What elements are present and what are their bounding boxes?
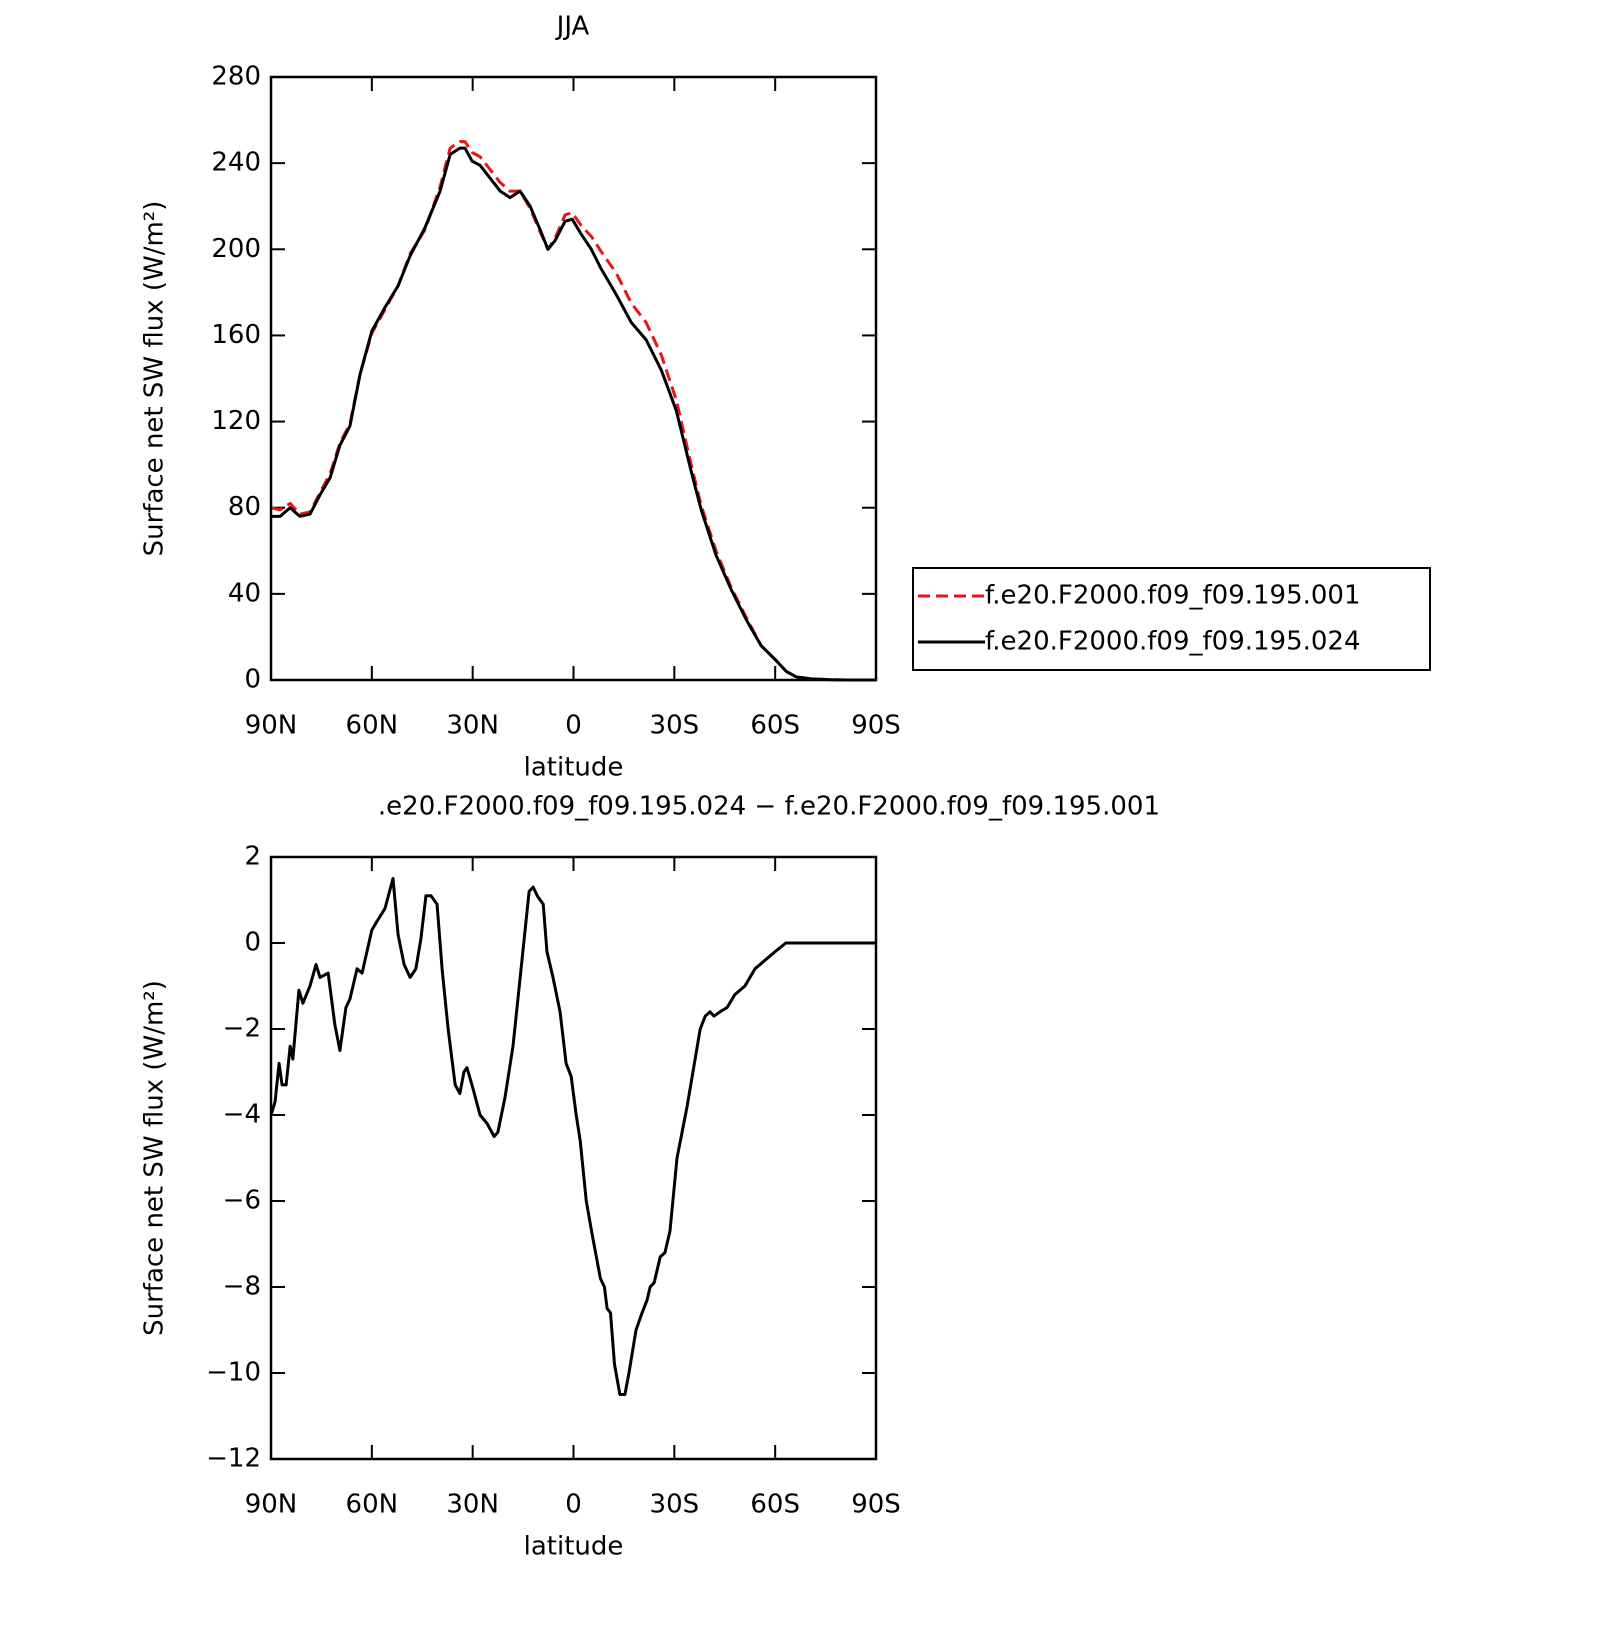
y-axis-label: Surface net SW flux (W/m²) [140,980,170,1336]
x-tick-label: 60S [750,1490,800,1520]
y-tick-label: −2 [223,1014,261,1044]
legend-box [912,567,1431,671]
y-tick-label: 2 [244,842,261,872]
x-tick-label: 0 [565,711,582,741]
x-tick-label: 90N [245,711,298,741]
chart-title: JJA [555,12,590,42]
x-tick-label: 0 [565,1490,582,1520]
x-tick-label: 90N [245,1490,298,1520]
y-tick-label: 200 [211,234,261,264]
data-line [271,146,876,682]
y-tick-label: −4 [223,1100,261,1130]
plot-frame [269,855,878,1461]
legend-label: f.e20.F2000.f09_f09.195.024 [985,627,1361,657]
y-tick-label: −10 [206,1358,261,1388]
y-tick-label: 0 [244,928,261,958]
x-tick-label: 30S [650,711,700,741]
x-tick-label: 30N [446,711,499,741]
x-tick-label: 60S [750,711,800,741]
y-tick-label: 160 [211,320,261,350]
y-tick-label: −8 [223,1272,261,1302]
x-tick-label: 30N [446,1490,499,1520]
chart-title: .e20.F2000.f09_f09.195.024 − f.e20.F2000… [378,792,1160,822]
y-tick-label: 120 [211,406,261,436]
x-axis-label: latitude [524,1532,624,1562]
x-tick-label: 90S [851,711,901,741]
x-tick-label: 30S [650,1490,700,1520]
x-axis-label: latitude [524,753,624,783]
x-tick-label: 60N [346,711,399,741]
y-tick-label: 80 [228,492,261,522]
data-line [269,877,876,1396]
legend-label: f.e20.F2000.f09_f09.195.001 [985,581,1361,611]
y-tick-label: −6 [223,1186,261,1216]
y-tick-label: −12 [206,1444,261,1474]
y-tick-label: 280 [211,62,261,92]
y-tick-label: 0 [244,665,261,695]
x-tick-label: 90S [851,1490,901,1520]
x-tick-label: 60N [346,1490,399,1520]
plot-frame [269,75,878,682]
y-tick-label: 240 [211,148,261,178]
y-tick-label: 40 [228,578,261,608]
y-axis-label: Surface net SW flux (W/m²) [140,201,170,557]
